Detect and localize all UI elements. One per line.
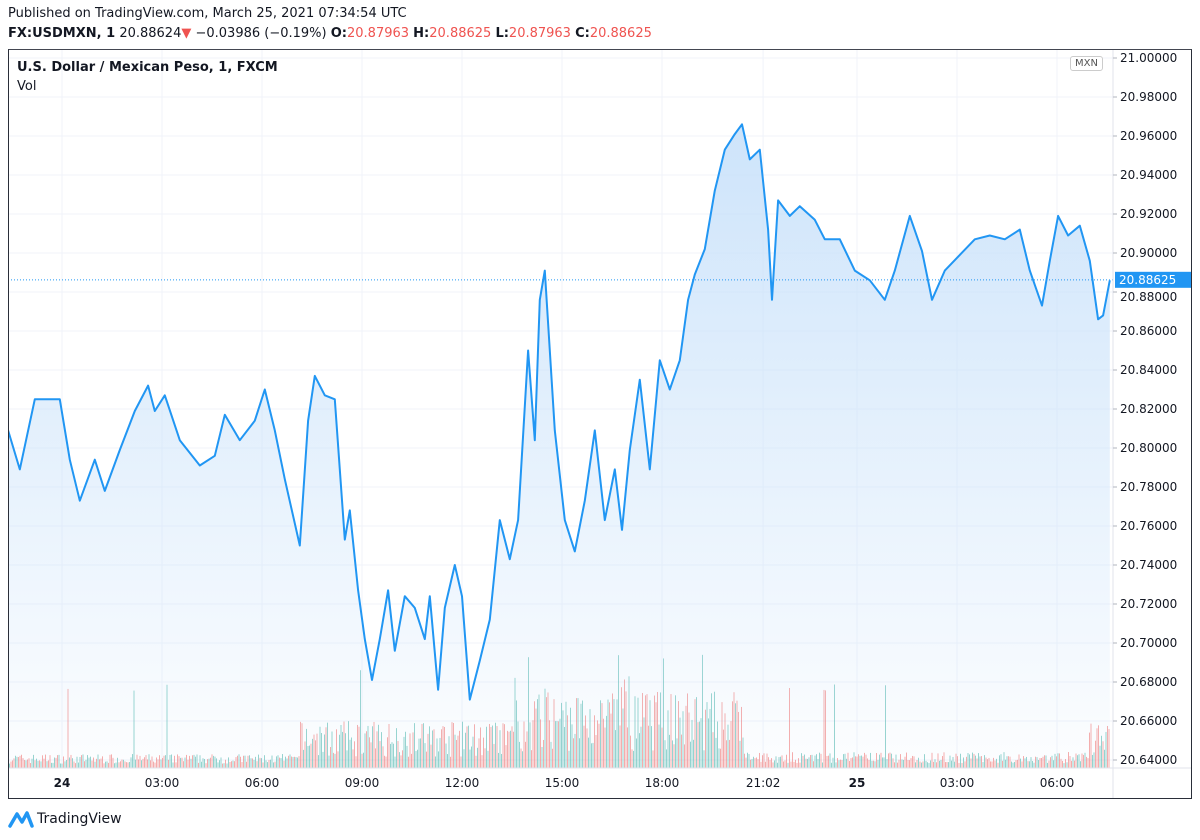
quote-bar: FX:USDMXN, 1 20.88624▼ −0.03986 (−0.19%)… — [8, 26, 652, 41]
price-tick-label: 20.76000 — [1120, 519, 1177, 533]
triangle-down-icon: ▼ — [181, 26, 192, 41]
price-tick-label: 20.68000 — [1120, 675, 1177, 689]
open-value: 20.87963 — [347, 26, 410, 41]
price-tick-label: 20.70000 — [1120, 636, 1177, 650]
time-tick-label: 21:02 — [746, 776, 781, 790]
time-tick-label: 06:00 — [245, 776, 280, 790]
tradingview-brand: TradingView — [37, 811, 122, 827]
time-tick-label: 09:00 — [345, 776, 380, 790]
current-price-label: 20.88625 — [1115, 271, 1192, 288]
price-tick-label: 20.74000 — [1120, 558, 1177, 572]
symbol-label: FX:USDMXN, 1 — [8, 26, 116, 41]
price-line — [8, 123, 1111, 701]
price-tick-label: 20.72000 — [1120, 597, 1177, 611]
price-tick-label: 20.98000 — [1120, 90, 1177, 104]
price-tick-label: 20.86000 — [1120, 324, 1177, 338]
price-tick-label: 20.80000 — [1120, 441, 1177, 455]
price-tick-label: 20.84000 — [1120, 363, 1177, 377]
price-tick-label: 20.88000 — [1120, 290, 1177, 304]
close-value: 20.88625 — [589, 26, 652, 41]
time-tick-label: 24 — [54, 776, 71, 790]
published-notice: Published on TradingView.com, March 25, … — [8, 6, 407, 21]
time-tick-label: 06:00 — [1040, 776, 1075, 790]
tradingview-logo[interactable]: TradingView — [8, 810, 122, 828]
high-label: H: — [413, 26, 430, 41]
price-tick-label: 20.92000 — [1120, 207, 1177, 221]
last-price: 20.88624 — [119, 26, 182, 41]
price-tick-label: 20.78000 — [1120, 480, 1177, 494]
time-tick-label: 03:00 — [145, 776, 180, 790]
price-axis: 21.00000 20.98000 20.96000 20.94000 20.92000… — [1113, 51, 1177, 767]
time-tick-label: 15:00 — [545, 776, 580, 790]
current-price-text: 20.88625 — [1119, 273, 1176, 287]
high-value: 20.88625 — [429, 26, 492, 41]
legend-title: U.S. Dollar / Mexican Peso, 1, FXCM — [17, 60, 278, 75]
open-label: O: — [330, 26, 347, 41]
time-tick-label: 25 — [849, 776, 866, 790]
price-tick-label: 20.64000 — [1120, 753, 1177, 767]
price-change: −0.03986 (−0.19%) — [195, 26, 327, 41]
tradingview-logo-icon — [8, 811, 34, 828]
price-tick-label: 20.96000 — [1120, 129, 1177, 143]
price-chart[interactable]: 21.00000 20.98000 20.96000 20.94000 20.92000… — [8, 49, 1192, 799]
price-tick-label: 20.82000 — [1120, 402, 1177, 416]
price-area-fill — [8, 124, 1110, 769]
price-tick-label: 20.66000 — [1120, 714, 1177, 728]
price-tick-label: 20.90000 — [1120, 246, 1177, 260]
price-tick-label: 21.00000 — [1120, 51, 1177, 65]
time-axis: 24 03:00 06:00 09:00 12:00 15:00 18:00 21:02 25 0… — [54, 776, 1075, 790]
time-tick-label: 18:00 — [645, 776, 680, 790]
time-tick-label: 03:00 — [940, 776, 975, 790]
price-tick-label: 20.94000 — [1120, 168, 1177, 182]
low-label: L: — [495, 26, 509, 41]
legend-volume: Vol — [17, 79, 37, 94]
currency-badge[interactable]: MXN — [1070, 56, 1103, 71]
close-label: C: — [575, 26, 590, 41]
time-tick-label: 12:00 — [445, 776, 480, 790]
low-value: 20.87963 — [508, 26, 571, 41]
